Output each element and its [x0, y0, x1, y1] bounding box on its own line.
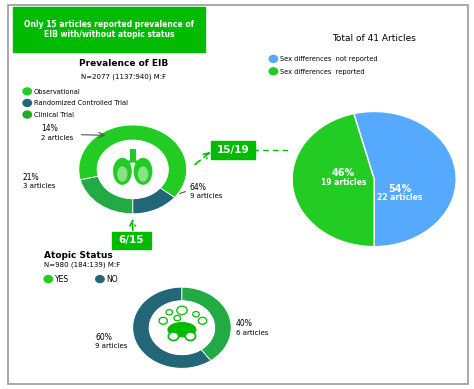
Wedge shape — [133, 188, 174, 214]
Wedge shape — [354, 112, 456, 247]
Ellipse shape — [167, 322, 197, 337]
Circle shape — [44, 276, 53, 282]
Ellipse shape — [117, 166, 128, 182]
Circle shape — [166, 310, 173, 315]
Text: 19 articles: 19 articles — [321, 179, 366, 187]
Circle shape — [168, 332, 179, 340]
Text: 6 articles: 6 articles — [236, 330, 268, 336]
Text: Clinical Trial: Clinical Trial — [34, 112, 74, 118]
Circle shape — [23, 88, 31, 95]
Text: 6/15: 6/15 — [119, 235, 144, 245]
Text: Sex differences  not reported: Sex differences not reported — [280, 56, 378, 62]
Text: 14%: 14% — [41, 124, 58, 133]
Text: 40%: 40% — [236, 319, 253, 328]
Circle shape — [174, 315, 181, 321]
Circle shape — [269, 68, 278, 75]
Ellipse shape — [134, 158, 153, 185]
Text: 64%: 64% — [190, 184, 207, 193]
FancyBboxPatch shape — [130, 149, 136, 161]
Text: YES: YES — [55, 275, 69, 284]
Ellipse shape — [113, 158, 132, 185]
Text: Atopic Status: Atopic Status — [44, 251, 112, 260]
Wedge shape — [133, 287, 211, 368]
Circle shape — [177, 306, 187, 315]
Wedge shape — [80, 176, 133, 214]
FancyBboxPatch shape — [211, 141, 255, 159]
Text: 46%: 46% — [332, 168, 356, 178]
Circle shape — [23, 111, 31, 118]
Text: 60%: 60% — [95, 333, 112, 342]
Text: NO: NO — [107, 275, 118, 284]
Circle shape — [96, 276, 104, 282]
Text: Prevalence of EIB: Prevalence of EIB — [79, 59, 168, 68]
Circle shape — [149, 301, 215, 355]
Text: 9 articles: 9 articles — [190, 193, 222, 199]
Text: 15/19: 15/19 — [217, 145, 249, 155]
Text: Only 15 articles reported prevalence of
EIB with/without atopic status: Only 15 articles reported prevalence of … — [24, 20, 194, 39]
Text: Sex differences  reported: Sex differences reported — [280, 69, 365, 75]
Text: Observational: Observational — [34, 89, 81, 95]
FancyBboxPatch shape — [13, 7, 205, 52]
Text: 9 articles: 9 articles — [95, 343, 128, 349]
Wedge shape — [182, 287, 231, 361]
Circle shape — [185, 332, 196, 340]
FancyBboxPatch shape — [112, 231, 151, 249]
Text: Total of 41 Articles: Total of 41 Articles — [332, 33, 416, 42]
Text: 21%: 21% — [23, 173, 39, 182]
Text: Randomized Controlled Trial: Randomized Controlled Trial — [34, 100, 128, 106]
Circle shape — [198, 317, 207, 324]
Circle shape — [97, 140, 168, 199]
Circle shape — [269, 56, 278, 62]
Circle shape — [193, 312, 199, 317]
Circle shape — [159, 317, 167, 324]
Wedge shape — [292, 114, 374, 247]
Circle shape — [23, 100, 31, 107]
Wedge shape — [79, 125, 187, 197]
Text: 22 articles: 22 articles — [377, 193, 423, 202]
Text: N=980 (184:139) M:F: N=980 (184:139) M:F — [44, 262, 120, 268]
Text: 3 articles: 3 articles — [23, 183, 55, 189]
Text: 2 articles: 2 articles — [41, 135, 73, 141]
Text: N=2077 (1137:940) M:F: N=2077 (1137:940) M:F — [81, 74, 166, 80]
Text: 54%: 54% — [388, 184, 411, 194]
Ellipse shape — [138, 166, 148, 182]
